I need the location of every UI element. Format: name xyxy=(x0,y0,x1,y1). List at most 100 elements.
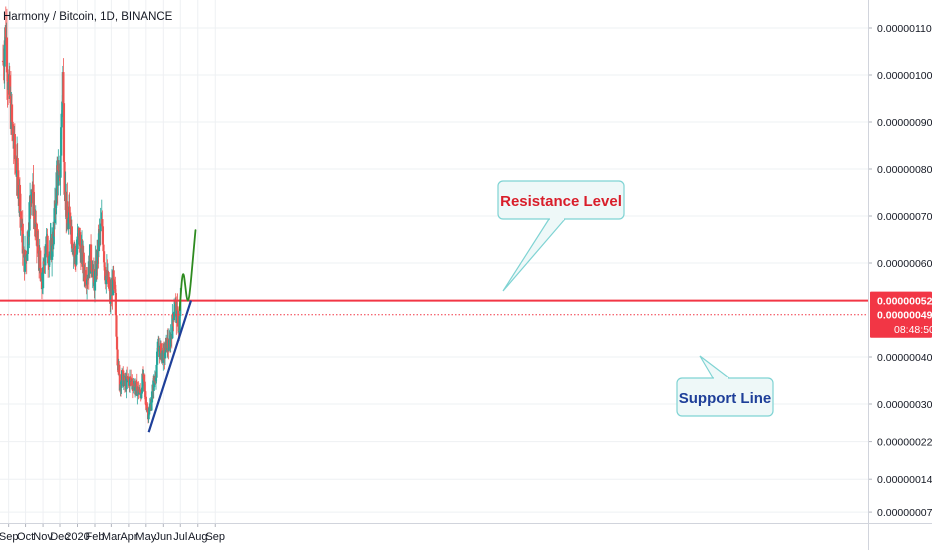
candle-body xyxy=(108,288,111,290)
candle xyxy=(104,265,107,283)
candle xyxy=(130,369,133,386)
support-callout-label: Support Line xyxy=(679,390,772,407)
candle-body xyxy=(130,377,133,382)
candle-body xyxy=(72,249,75,255)
candle-body xyxy=(11,121,14,127)
x-tick-label: Nov xyxy=(33,531,53,543)
candle xyxy=(145,396,148,412)
candle-body xyxy=(52,244,55,246)
candle xyxy=(47,244,50,278)
candle xyxy=(53,187,57,230)
candle xyxy=(148,403,151,416)
candle-body xyxy=(150,391,154,403)
candle-body xyxy=(58,171,61,176)
candle-body xyxy=(84,270,87,283)
symbol-title: Harmony / Bitcoin, 1D, BINANCE xyxy=(3,11,173,23)
candle-body xyxy=(136,390,139,396)
candle xyxy=(125,369,128,399)
candle xyxy=(171,303,174,340)
candle xyxy=(76,223,79,253)
candle-body xyxy=(114,289,117,294)
candle xyxy=(92,257,95,283)
candle xyxy=(127,373,130,388)
candle-body xyxy=(14,155,17,162)
candle-body xyxy=(101,219,104,227)
candle-body xyxy=(103,262,106,268)
x-tick-label: Jul xyxy=(173,531,187,543)
candle-body xyxy=(178,316,181,332)
candle xyxy=(141,369,144,394)
candle-body xyxy=(145,404,148,410)
candle-body xyxy=(135,381,138,396)
candle xyxy=(80,234,83,265)
candle xyxy=(52,208,55,250)
candles-layer xyxy=(1,6,182,424)
candle-body xyxy=(6,72,9,82)
candle-body xyxy=(89,244,93,261)
candle xyxy=(10,93,14,142)
candle xyxy=(49,222,52,259)
candle-body xyxy=(177,326,180,332)
candle-body xyxy=(4,27,7,41)
candle-body xyxy=(19,211,23,220)
candle-body xyxy=(48,251,51,257)
candle-body xyxy=(53,200,57,223)
candle-body xyxy=(159,343,163,360)
candle xyxy=(99,207,102,246)
candle-body xyxy=(105,275,108,285)
candle-body xyxy=(128,377,132,386)
candle-body xyxy=(62,103,66,162)
candle-body xyxy=(74,248,77,257)
candle xyxy=(91,260,94,289)
candle-body xyxy=(176,306,179,311)
resistance-callout-label: Resistance Level xyxy=(500,193,622,210)
candle-body xyxy=(20,219,23,228)
candle xyxy=(46,228,49,258)
candle xyxy=(51,231,54,252)
candle-body xyxy=(75,248,79,255)
candle xyxy=(134,381,137,396)
candle-body xyxy=(152,378,155,391)
candle-body xyxy=(120,380,123,388)
candle-body xyxy=(137,392,141,395)
candle-body xyxy=(41,267,45,289)
candle xyxy=(28,195,31,249)
candle-body xyxy=(162,347,165,351)
candle-body xyxy=(68,206,71,213)
candle xyxy=(57,160,60,174)
candle-body xyxy=(143,374,146,382)
candle-body xyxy=(113,279,116,282)
candle-body xyxy=(155,364,158,378)
candle xyxy=(48,252,51,278)
candle xyxy=(148,398,151,409)
candle-body xyxy=(46,235,49,258)
candle xyxy=(158,338,162,360)
price-tag-label: 0.00000052 xyxy=(877,296,932,308)
candle-body xyxy=(41,288,44,290)
candle-body xyxy=(109,291,112,304)
candle-body xyxy=(125,376,128,390)
candle xyxy=(68,192,71,213)
candle-body xyxy=(10,104,14,122)
candle-body xyxy=(111,270,115,295)
candle-body xyxy=(148,405,151,408)
candle xyxy=(32,165,35,229)
candle-body xyxy=(108,286,111,289)
candle xyxy=(95,249,98,283)
candle-body xyxy=(132,385,135,390)
candle xyxy=(3,36,6,90)
candle-body xyxy=(175,306,178,323)
y-tick-label: 0.00000007 xyxy=(877,507,932,519)
candle xyxy=(39,247,42,272)
y-tick-label: 0.00000070 xyxy=(877,211,932,223)
candle-body xyxy=(166,339,169,348)
candle-body xyxy=(144,396,147,405)
candle-body xyxy=(76,236,79,249)
x-tick-label: Apr xyxy=(120,531,137,543)
candle-body xyxy=(86,278,89,285)
candle-body xyxy=(95,255,98,276)
candle-body xyxy=(26,231,29,255)
candle xyxy=(21,210,24,266)
candle xyxy=(136,387,139,405)
